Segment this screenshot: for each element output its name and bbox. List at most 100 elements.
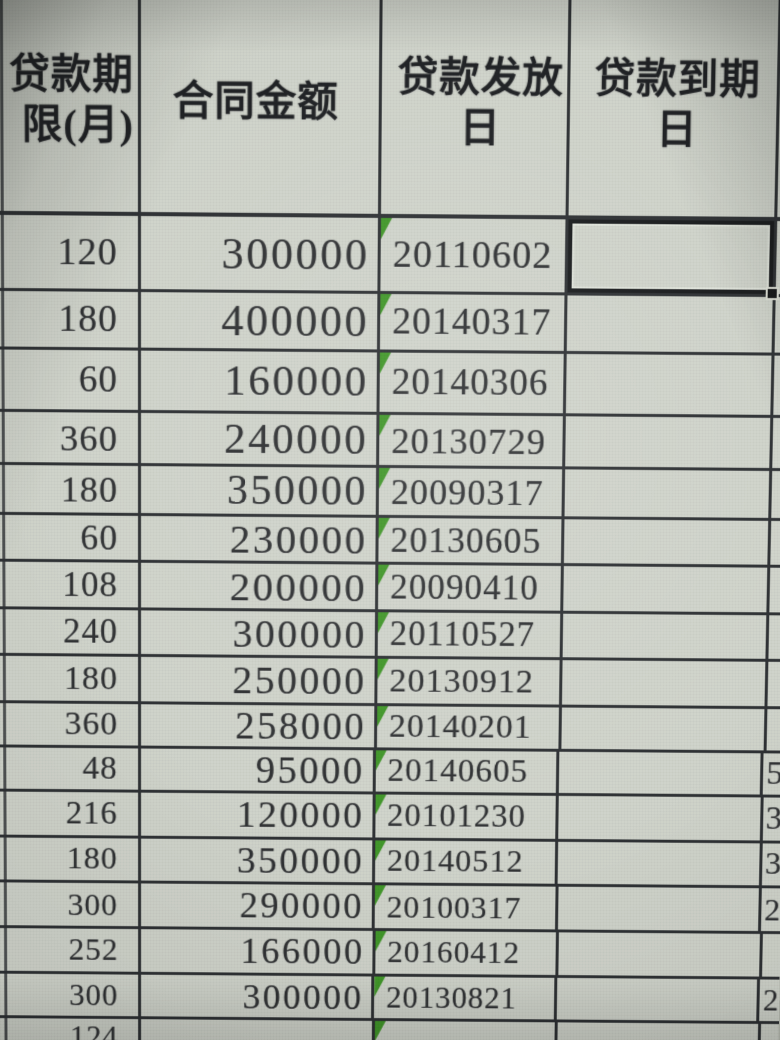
cell-loan-term[interactable]: 48: [3, 747, 141, 790]
cell-next-column-sliver[interactable]: [767, 662, 780, 707]
cell-contract-amount[interactable]: 300000: [140, 974, 375, 1019]
cell-loan-maturity-date[interactable]: [567, 219, 779, 301]
cell-next-column-sliver[interactable]: [772, 418, 780, 468]
cell-loan-issue-date[interactable]: [374, 1020, 558, 1040]
cell-loan-maturity-date[interactable]: [557, 841, 763, 886]
cell-loan-issue-date[interactable]: 20160412: [375, 930, 559, 976]
cell-loan-term[interactable]: 108: [2, 561, 142, 608]
cell-contract-amount[interactable]: 240000: [140, 412, 380, 465]
cell-next-column-sliver[interactable]: [775, 297, 780, 353]
cell-loan-issue-date[interactable]: 20130729: [379, 414, 566, 467]
column-header-loan-maturity-date[interactable]: 贷款到期 日: [568, 0, 780, 218]
cell-loan-issue-date[interactable]: 20101230: [375, 794, 559, 839]
cell-loan-term[interactable]: 216: [3, 791, 141, 836]
cell-loan-issue-date[interactable]: 20130912: [377, 658, 563, 705]
column-header-loan-term-months[interactable]: 贷款期 限(月): [0, 0, 141, 212]
cell-loan-term[interactable]: 120: [0, 214, 141, 290]
cell-loan-term[interactable]: 252: [4, 928, 142, 972]
column-header-contract-amount[interactable]: 合同金额: [140, 0, 383, 214]
cell-loan-maturity-date[interactable]: [562, 613, 770, 659]
cell-loan-term[interactable]: 300: [4, 973, 141, 1017]
cell-loan-issue-date[interactable]: 20130821: [374, 976, 558, 1020]
cell-loan-issue-date[interactable]: 20100317: [374, 885, 559, 930]
cell-contract-amount[interactable]: 200000: [141, 562, 379, 610]
cell-loan-issue-date[interactable]: 20140317: [379, 293, 568, 351]
cell-loan-term[interactable]: 124: [4, 1018, 142, 1040]
cell-loan-term[interactable]: 180: [1, 464, 141, 513]
cell-contract-amount[interactable]: 350000: [140, 466, 380, 515]
cell-next-column-sliver[interactable]: [769, 568, 780, 613]
cell-loan-issue-date[interactable]: 20090317: [378, 467, 566, 517]
cell-next-column-sliver[interactable]: 3: [762, 843, 780, 885]
cell-contract-amount[interactable]: 300000: [141, 610, 379, 656]
cell-contract-amount[interactable]: 230000: [140, 516, 379, 563]
cell-next-column-sliver[interactable]: [776, 221, 780, 294]
cell-loan-term[interactable]: 60: [2, 514, 142, 560]
cell-contract-amount[interactable]: 400000: [140, 292, 381, 350]
cell-contract-amount[interactable]: 350000: [140, 838, 376, 883]
cell-loan-issue-date[interactable]: 20110602: [380, 217, 569, 293]
fill-handle[interactable]: [765, 286, 779, 301]
column-header-loan-issue-date[interactable]: 贷款发放 日: [380, 0, 572, 216]
cell-next-column-sliver[interactable]: [767, 709, 780, 750]
cell-contract-amount[interactable]: 166000: [141, 929, 376, 974]
cell-loan-issue-date[interactable]: 20110527: [377, 612, 564, 658]
cell-loan-issue-date[interactable]: 20140201: [376, 706, 562, 749]
cell-next-column-sliver[interactable]: 2: [761, 888, 780, 931]
cell-loan-maturity-date[interactable]: [558, 932, 763, 977]
cell-loan-maturity-date[interactable]: [563, 519, 772, 565]
cell-loan-maturity-date[interactable]: [561, 660, 769, 707]
cell-contract-amount[interactable]: 300000: [140, 216, 381, 291]
cell-next-column-sliver[interactable]: [760, 1024, 778, 1040]
cell-loan-maturity-date[interactable]: [558, 795, 764, 841]
cell-loan-issue-date[interactable]: 20140306: [379, 352, 567, 414]
cell-loan-maturity-date[interactable]: [565, 416, 774, 469]
cell-loan-maturity-date[interactable]: [566, 295, 776, 353]
cell-next-column-sliver[interactable]: 5: [763, 753, 780, 794]
cell-contract-amount[interactable]: 258000: [141, 704, 378, 748]
cell-loan-maturity-date[interactable]: [565, 353, 775, 415]
cell-loan-maturity-date[interactable]: [564, 469, 773, 518]
cell-contract-amount[interactable]: 250000: [141, 656, 378, 704]
cell-loan-maturity-date[interactable]: [557, 1022, 762, 1040]
contract-amount-value: 350000: [236, 839, 365, 882]
cell-loan-term[interactable]: 180: [3, 837, 141, 881]
cell-loan-term[interactable]: 240: [2, 609, 142, 654]
cell-loan-issue-date[interactable]: 20140605: [375, 750, 560, 793]
cell-next-column-sliver[interactable]: [773, 356, 780, 415]
cell-loan-maturity-date[interactable]: [563, 566, 771, 613]
cell-loan-maturity-date[interactable]: [561, 707, 768, 751]
loan-term-value: 300: [69, 977, 119, 1012]
cell-contract-amount[interactable]: 95000: [140, 748, 376, 792]
loan-term-value: 216: [65, 795, 118, 832]
cell-contract-amount[interactable]: 120000: [140, 792, 376, 838]
cell-loan-maturity-date[interactable]: [557, 886, 762, 932]
loan-term-value: 60: [80, 517, 119, 558]
cell-contract-amount[interactable]: 160000: [140, 350, 380, 412]
cell-loan-issue-date[interactable]: 20130605: [378, 517, 565, 564]
cell-loan-term[interactable]: 60: [1, 349, 141, 410]
cell-loan-term[interactable]: 300: [3, 882, 141, 927]
cell-loan-issue-date[interactable]: 20140512: [374, 840, 559, 884]
cell-next-column-sliver[interactable]: 2: [760, 979, 780, 1021]
loan-term-value: 180: [66, 840, 118, 877]
cell-next-column-sliver[interactable]: 3: [762, 797, 780, 840]
cell-loan-issue-date[interactable]: 20090410: [378, 564, 564, 611]
cell-contract-amount[interactable]: 290000: [140, 883, 375, 929]
cell-next-column-sliver[interactable]: [768, 615, 780, 659]
stored-as-text-indicator-icon: [380, 294, 391, 315]
cell-loan-maturity-date[interactable]: [556, 977, 761, 1022]
cell-loan-term[interactable]: 360: [3, 703, 142, 746]
cell-contract-amount[interactable]: [141, 1019, 375, 1040]
cell-loan-term[interactable]: 360: [1, 411, 141, 464]
cell-loan-term[interactable]: 180: [1, 290, 141, 348]
cell-next-column-sliver[interactable]: [762, 934, 780, 977]
cell-loan-term[interactable]: 180: [2, 655, 142, 702]
loan-term-value: 124: [70, 1020, 119, 1040]
cell-loan-maturity-date[interactable]: [558, 751, 764, 795]
cell-next-column-sliver[interactable]: [771, 471, 780, 518]
cell-next-column-sliver[interactable]: [770, 521, 780, 565]
loan-issue-date-value: 20090317: [390, 471, 544, 513]
contract-amount-value: 120000: [236, 794, 365, 837]
